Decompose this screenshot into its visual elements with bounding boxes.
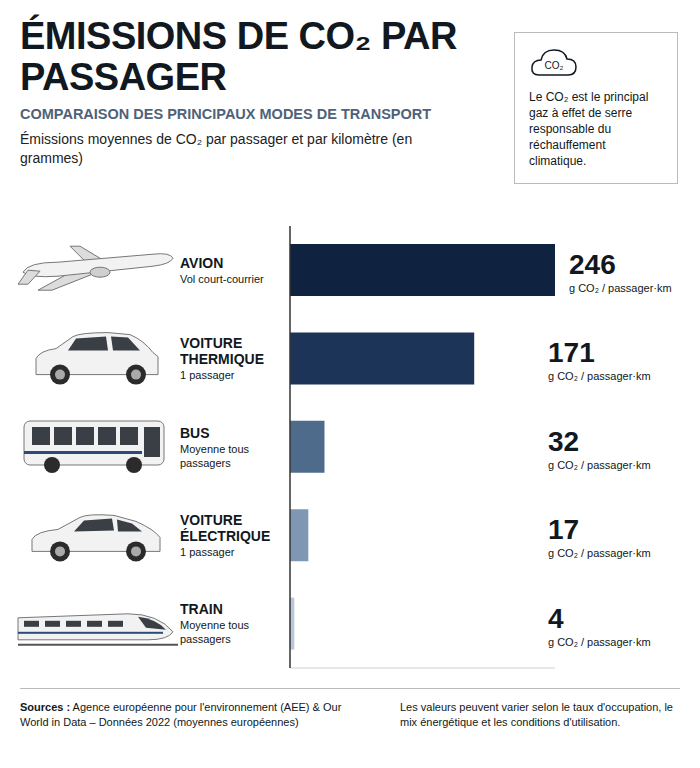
svg-text:171: 171: [548, 337, 595, 368]
html-text:Moyenne tous passagers: Moyenne tous passagers: [180, 619, 250, 646]
svg-text:g CO₂ / passager·km: g CO₂ / passager·km: [548, 459, 651, 471]
svg-text:17: 17: [548, 514, 579, 545]
svg-text:246: 246: [569, 249, 616, 280]
html-text:Les valeurs peuvent varier sel: Les valeurs peuvent varier selon le taux…: [400, 701, 673, 728]
html-text:TRAIN: TRAIN: [180, 601, 223, 618]
html-text:1 passager: 1 passager: [180, 369, 235, 382]
html-text:BUS: BUS: [180, 424, 210, 441]
svg-text:32: 32: [548, 426, 579, 457]
html-text:VOITURE ÉLECTRIQUE: VOITURE ÉLECTRIQUE: [180, 511, 271, 544]
svg-text:g CO₂ / passager·km: g CO₂ / passager·km: [548, 636, 651, 648]
svg-text:CO₂: CO₂: [545, 60, 564, 71]
html-text:Émissions moyennes de CO₂ par: Émissions moyennes de CO₂ par passager e…: [20, 131, 413, 166]
html-text:VOITURE THERMIQUE: VOITURE THERMIQUE: [180, 335, 264, 368]
html-text:ÉMISSIONS DE CO₂ PAR PASSAGER: ÉMISSIONS DE CO₂ PAR PASSAGER: [20, 15, 457, 98]
svg-text:g CO₂ / passager·km: g CO₂ / passager·km: [569, 282, 672, 294]
html-text:Le CO₂ est le principal gaz à: Le CO₂ est le principal gaz à effet de s…: [529, 90, 649, 168]
html-text:1 passager: 1 passager: [180, 545, 235, 558]
svg-text:g CO₂ / passager·km: g CO₂ / passager·km: [548, 547, 651, 559]
svg-text:4: 4: [548, 603, 564, 634]
html-text:Vol court-courrier: Vol court-courrier: [180, 272, 264, 285]
html-text:Sources : Agence européenne po: Sources : Agence européenne pour l'envir…: [20, 701, 342, 728]
html-text:COMPARAISON DES PRINCIPAUX MOD: COMPARAISON DES PRINCIPAUX MODES DE TRAN…: [20, 106, 432, 122]
html-text:Moyenne tous passagers: Moyenne tous passagers: [180, 442, 250, 469]
svg-text:g CO₂ / passager·km: g CO₂ / passager·km: [548, 370, 651, 382]
html-text:AVION: AVION: [180, 254, 224, 271]
